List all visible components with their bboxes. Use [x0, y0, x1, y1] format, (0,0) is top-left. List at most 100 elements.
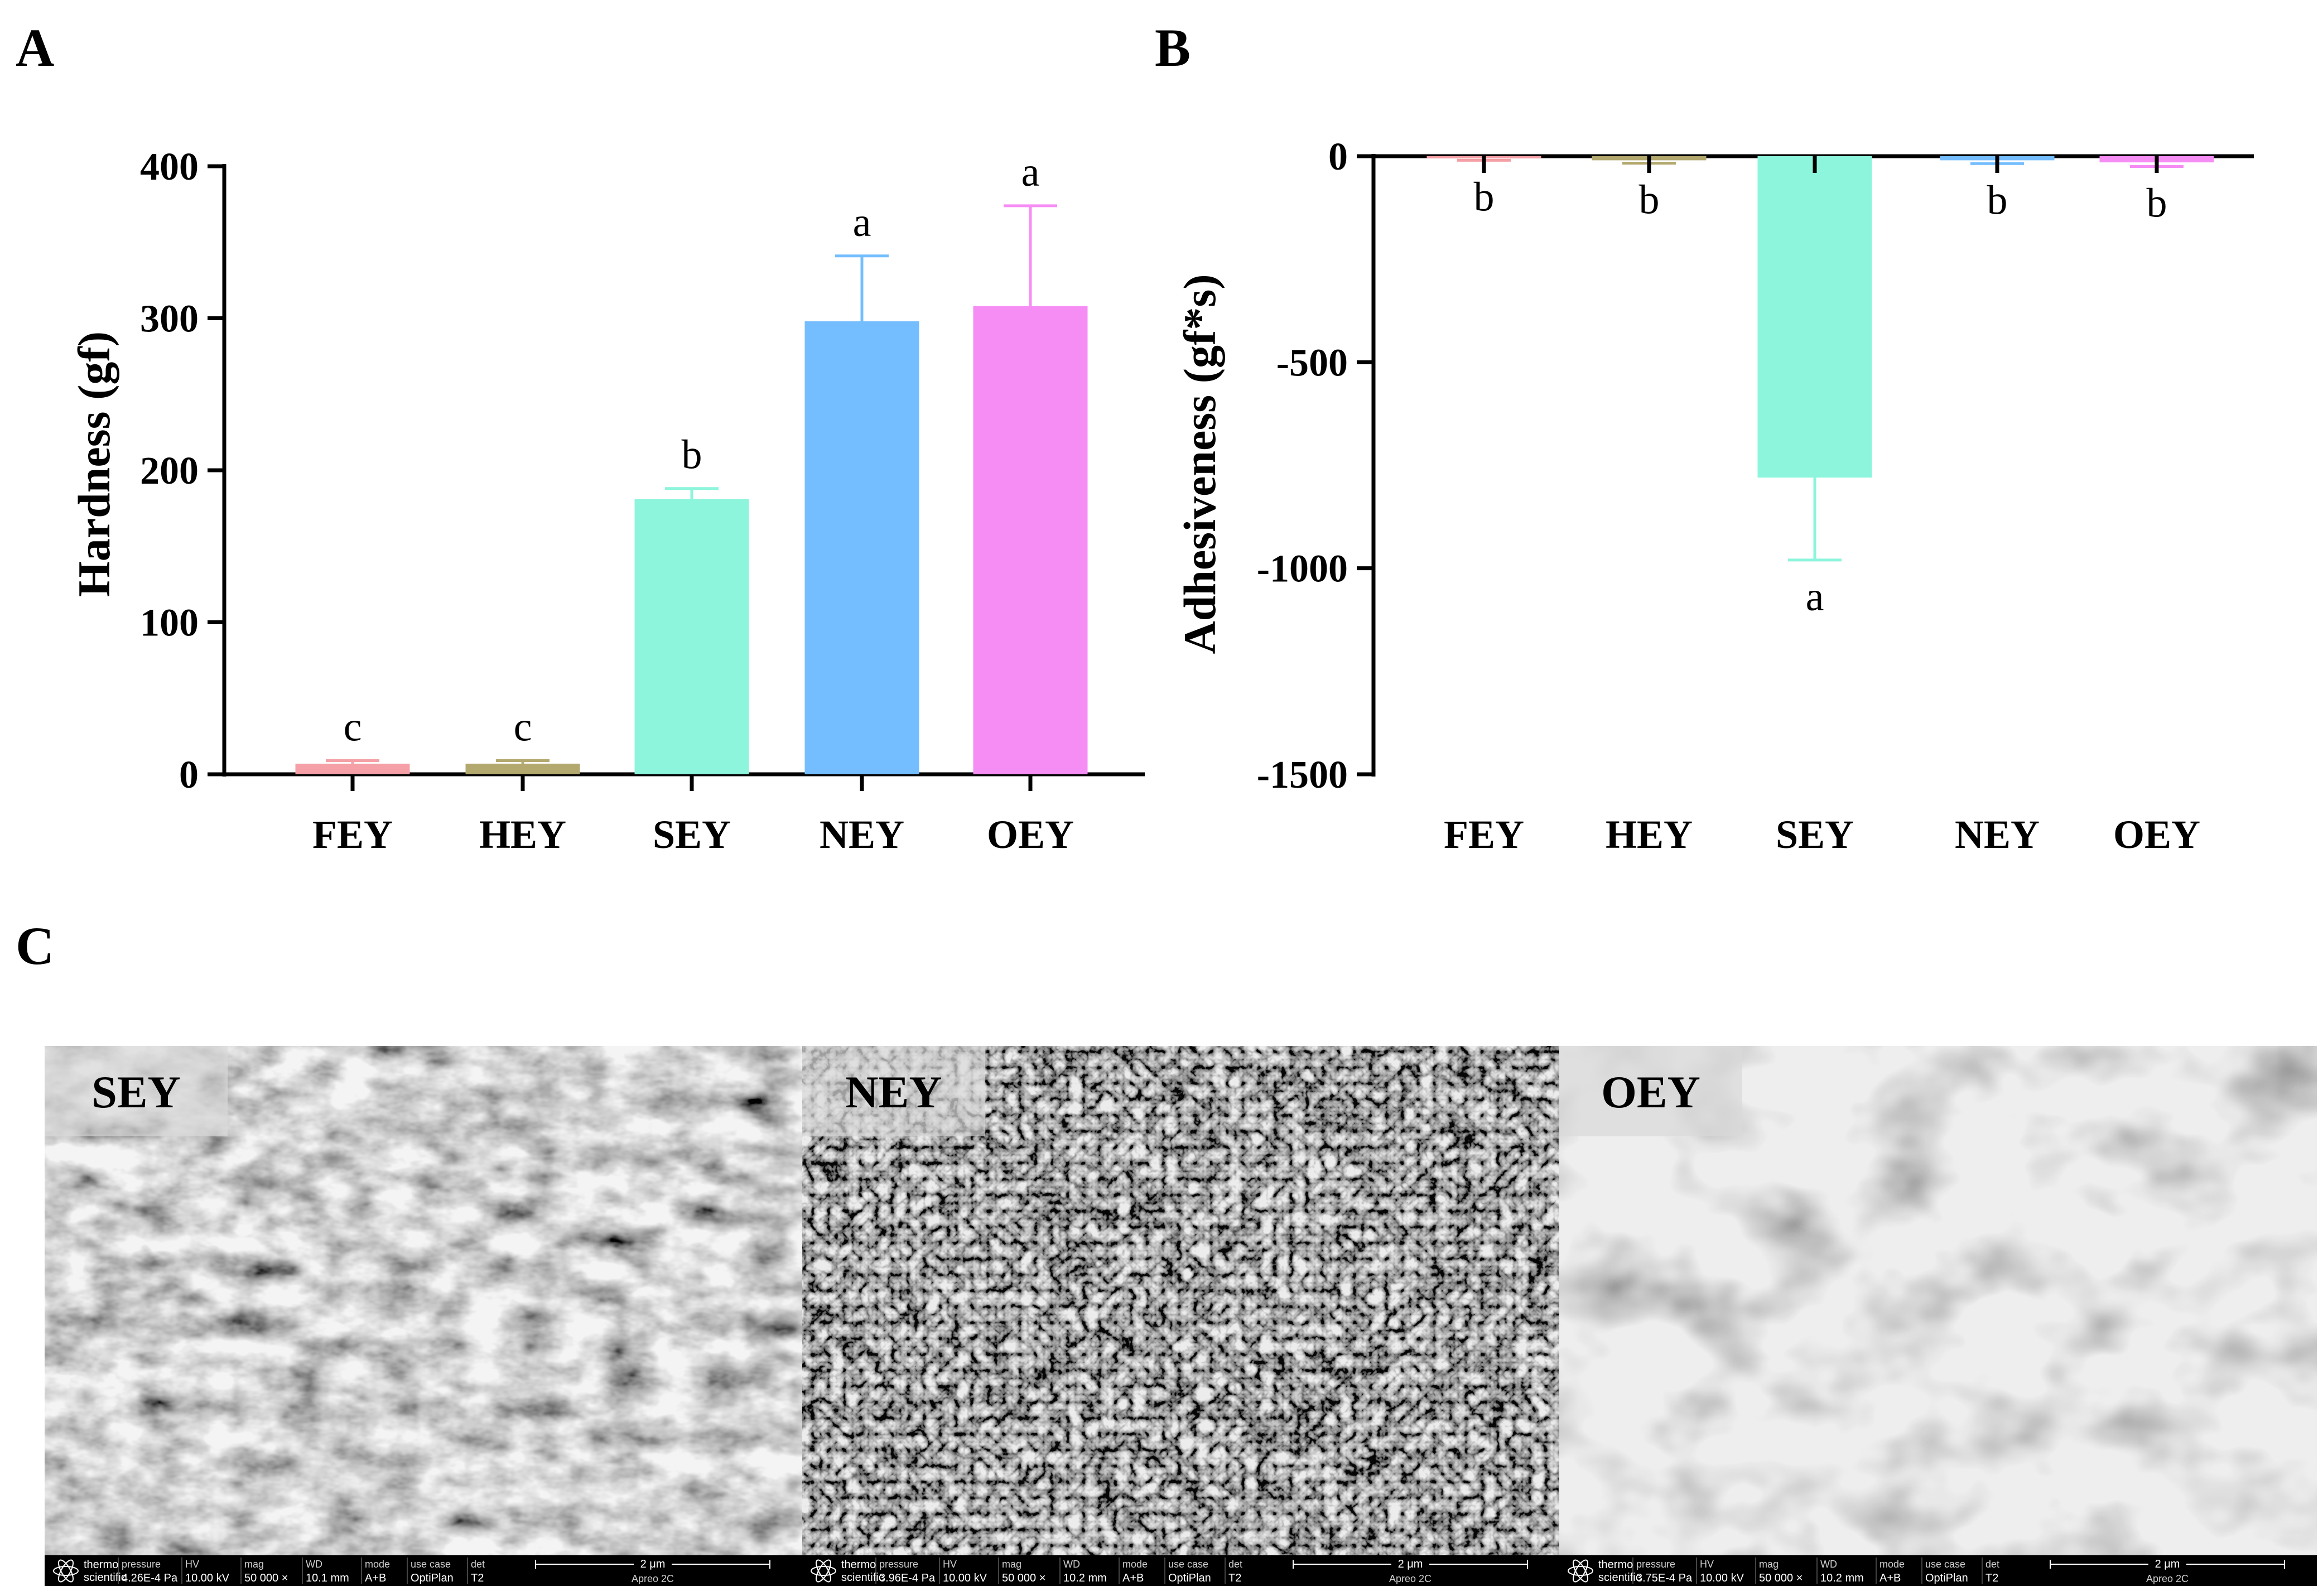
- panel-letter-b: B: [1155, 18, 1191, 78]
- scale-bar-label-background: [1391, 1558, 1429, 1570]
- hardness-x-tick-label: NEY: [820, 812, 904, 857]
- hardness-y-tick-label: 400: [140, 146, 199, 189]
- adhesiveness-bar-sey: [1757, 156, 1872, 478]
- scale-bar-label: 2 μm: [640, 1558, 666, 1570]
- adhesiveness-y-tick-label: -500: [1276, 341, 1348, 384]
- sem-field-value-use_case: OptiPlan: [1168, 1572, 1211, 1584]
- sem-field-label-mode: mode: [1122, 1559, 1148, 1570]
- sem-field-value-hv: 10.00 kV: [1700, 1572, 1744, 1584]
- scale-bar-label: 2 μm: [1398, 1558, 1423, 1570]
- sem-brand-line1: thermo: [84, 1559, 118, 1571]
- sem-field-label-det: det: [1228, 1559, 1242, 1570]
- adhesiveness-significance-label: b: [1987, 177, 2008, 223]
- hardness-bar-ney: [804, 321, 919, 774]
- sem-field-label-hv: HV: [943, 1559, 957, 1570]
- atom-logo-icon: [816, 1559, 831, 1583]
- sem-field-label-hv: HV: [185, 1559, 199, 1570]
- sem-field-value-pressure: 3.96E-4 Pa: [879, 1572, 936, 1584]
- atom-logo-icon: [1573, 1559, 1588, 1583]
- scale-bar-label: 2 μm: [2155, 1558, 2180, 1570]
- hardness-y-tick-label: 200: [140, 450, 199, 493]
- hardness-significance-label: b: [682, 432, 702, 478]
- sem-micrograph-panel: SEY NEY OEY thermoscientificpressure4.26…: [45, 1046, 2317, 1586]
- sem-field-value-det: T2: [471, 1572, 484, 1584]
- hardness-y-tick-label: 100: [140, 602, 199, 645]
- hardness-significance-label: c: [514, 704, 532, 750]
- sem-info-bar-background: [802, 1555, 1559, 1586]
- sem-label-box-sey: [45, 1046, 228, 1136]
- adhesiveness-significance-label: b: [1474, 174, 1495, 220]
- sem-field-label-wd: WD: [1820, 1559, 1837, 1570]
- sem-field-value-pressure: 4.26E-4 Pa: [122, 1572, 178, 1584]
- sem-brand-line2: scientific: [84, 1571, 127, 1584]
- atom-logo-icon: [816, 1559, 831, 1583]
- atom-logo-icon: [1573, 1559, 1588, 1583]
- sem-brand-line2: scientific: [1598, 1571, 1641, 1584]
- hardness-significance-label: a: [853, 200, 871, 245]
- adhesiveness-x-tick-label: HEY: [1606, 812, 1693, 857]
- panel-letter-c: C: [16, 916, 54, 976]
- atom-logo-icon: [811, 1566, 836, 1576]
- sem-field-value-use_case: OptiPlan: [411, 1572, 454, 1584]
- sem-field-value-mag: 50 000 ×: [1759, 1572, 1803, 1584]
- hardness-significance-label: a: [1021, 150, 1040, 195]
- sem-label-box-oey: [1559, 1046, 1742, 1136]
- hardness-x-tick-label: OEY: [987, 812, 1074, 857]
- sem-label-sey: SEY: [91, 1067, 181, 1117]
- adhesiveness-y-tick-label: -1500: [1257, 754, 1348, 797]
- sem-field-value-wd: 10.1 mm: [306, 1572, 349, 1584]
- atom-logo-icon: [53, 1566, 79, 1576]
- adhesiveness-y-tick-label: -1000: [1257, 548, 1348, 591]
- hardness-chart: Hardness (gf) 0 100 200 300 400 FEY c HEY c SEY b N…: [69, 146, 1145, 857]
- atom-logo-icon: [58, 1559, 74, 1583]
- sem-field-label-wd: WD: [1063, 1559, 1080, 1570]
- sem-field-label-mag: mag: [1759, 1559, 1779, 1570]
- sem-field-value-mag: 50 000 ×: [244, 1572, 288, 1584]
- adhesiveness-significance-label: b: [2147, 180, 2167, 226]
- hardness-x-tick-label: FEY: [312, 812, 393, 857]
- sem-field-label-mag: mag: [1002, 1559, 1021, 1570]
- hardness-bar-sey: [634, 499, 749, 774]
- panel-letter-a: A: [16, 18, 54, 78]
- sem-field-label-wd: WD: [306, 1559, 322, 1570]
- scale-bar-label-background: [2148, 1558, 2186, 1570]
- sem-field-label-pressure: pressure: [879, 1559, 918, 1570]
- sem-field-label-mode: mode: [1879, 1559, 1905, 1570]
- adhesiveness-x-tick-label: FEY: [1444, 812, 1524, 857]
- scale-bar-label-background: [634, 1558, 672, 1570]
- sem-field-label-mode: mode: [365, 1559, 390, 1570]
- sem-label-box-ney: [802, 1046, 985, 1136]
- sem-field-value-pressure: 3.75E-4 Pa: [1636, 1572, 1693, 1584]
- instrument-name: Apreo 2C: [632, 1573, 674, 1584]
- sem-field-value-mode: A+B: [365, 1572, 386, 1584]
- sem-brand-line2: scientific: [841, 1571, 884, 1584]
- sem-field-value-mag: 50 000 ×: [1002, 1572, 1045, 1584]
- hardness-x-tick-label: SEY: [653, 812, 731, 857]
- adhesiveness-chart: Adhesiveness (gf*s) 0 -500 -1000 -1500 FEY b H…: [1174, 136, 2254, 857]
- hardness-y-tick-label: 300: [140, 298, 199, 341]
- atom-logo-icon: [58, 1559, 74, 1583]
- hardness-bar-fey: [295, 763, 410, 774]
- sem-field-label-use_case: use case: [1168, 1559, 1208, 1570]
- hardness-x-tick-label: HEY: [479, 812, 566, 857]
- sem-label-oey: OEY: [1601, 1067, 1700, 1117]
- sem-label-ney: NEY: [845, 1067, 942, 1117]
- instrument-name: Apreo 2C: [2146, 1573, 2189, 1584]
- adhesiveness-x-tick-label: OEY: [2113, 812, 2200, 857]
- sem-field-value-hv: 10.00 kV: [185, 1572, 230, 1584]
- sem-field-value-mode: A+B: [1879, 1572, 1901, 1584]
- adhesiveness-y-axis-label: Adhesiveness (gf*s): [1174, 274, 1225, 654]
- sem-field-value-wd: 10.2 mm: [1820, 1572, 1864, 1584]
- adhesiveness-significance-label: b: [1639, 177, 1660, 223]
- sem-field-value-mode: A+B: [1122, 1572, 1144, 1584]
- hardness-significance-label: c: [344, 704, 362, 750]
- hardness-bar-hey: [465, 763, 580, 774]
- adhesiveness-y-tick-label: 0: [1328, 136, 1348, 179]
- sem-brand-line1: thermo: [841, 1559, 876, 1571]
- sem-field-value-det: T2: [1228, 1572, 1241, 1584]
- sem-field-label-det: det: [1985, 1559, 1999, 1570]
